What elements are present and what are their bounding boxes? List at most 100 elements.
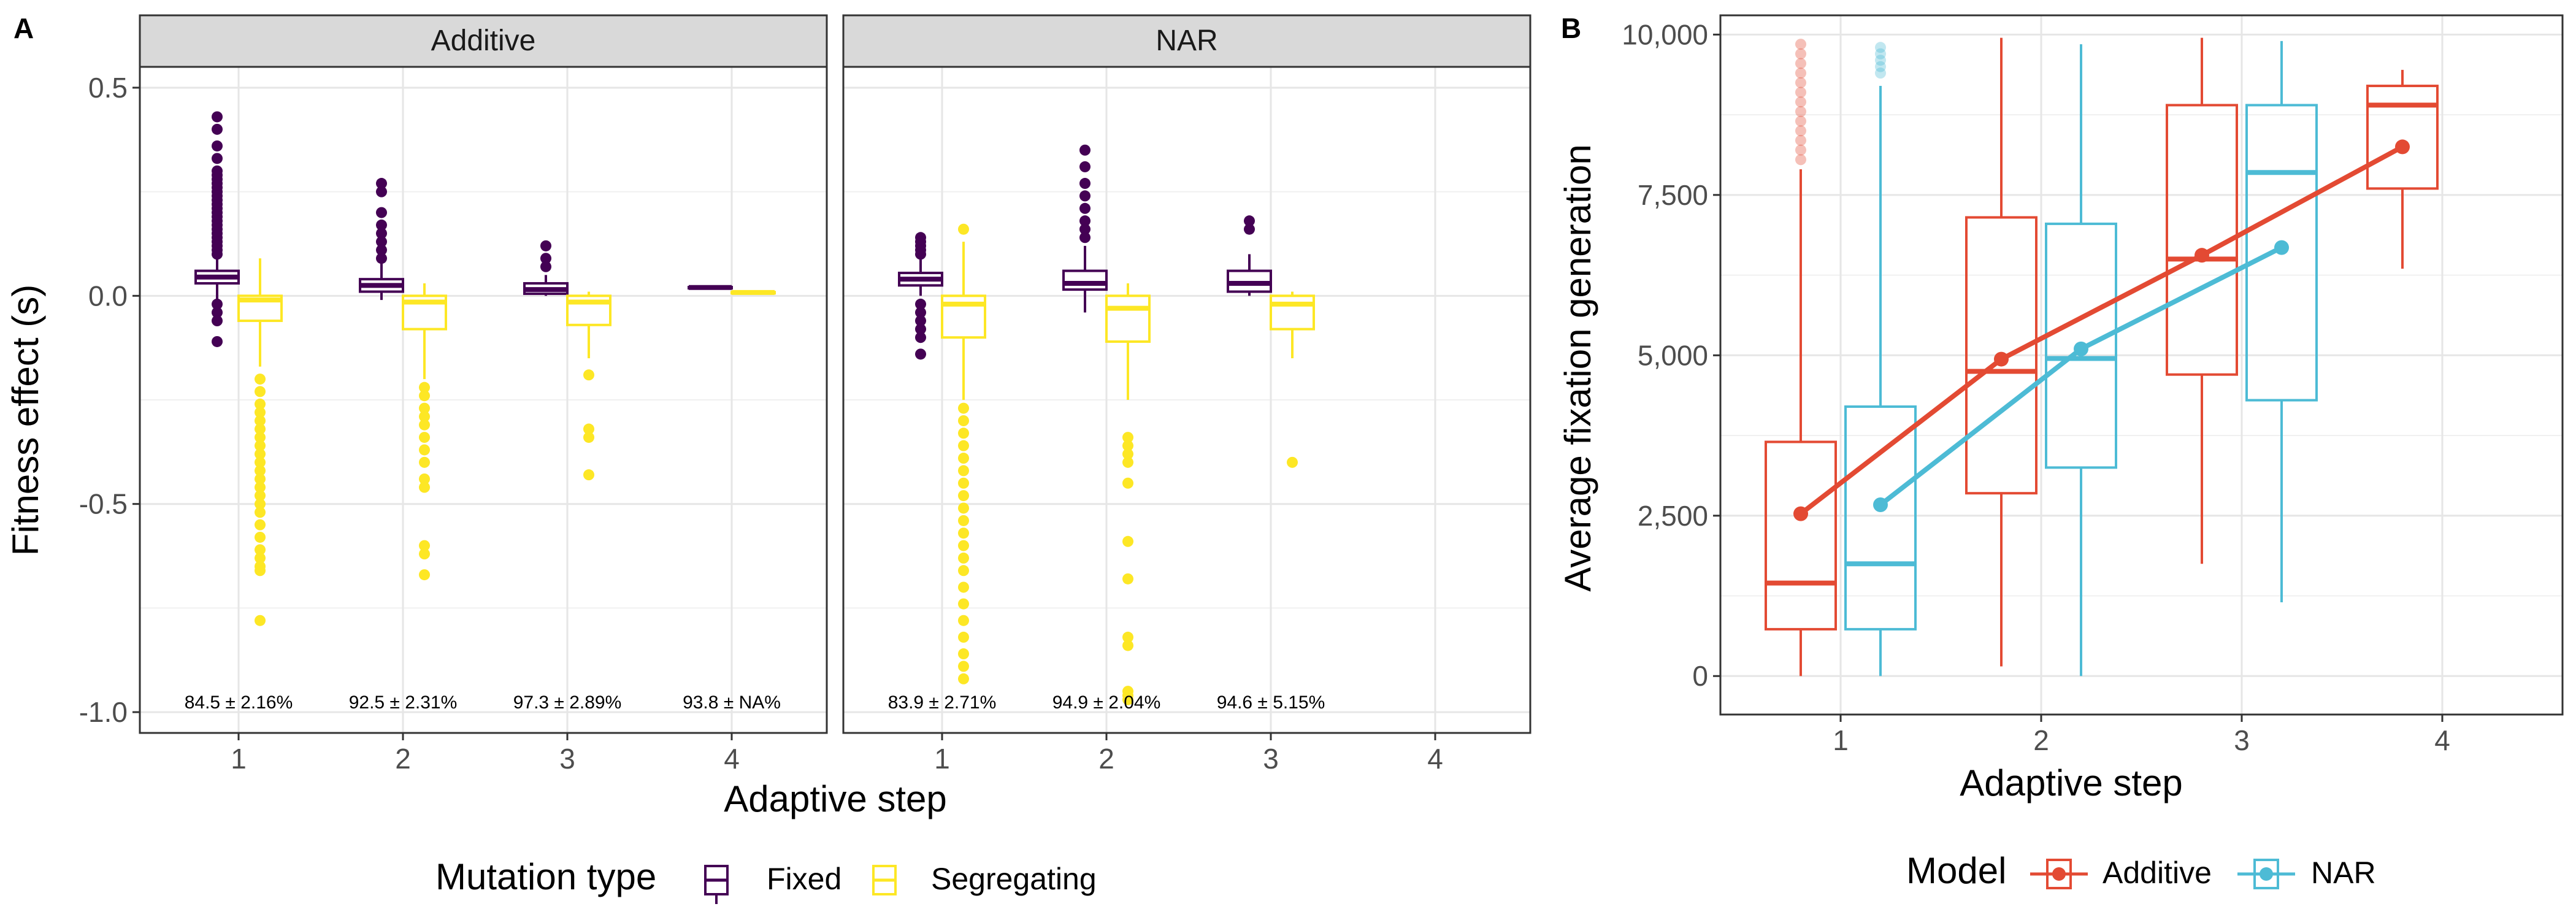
- panel-a-x-axis-title: Adaptive step: [724, 778, 947, 819]
- box-fixed-nar-step2-box: [1062, 269, 1108, 291]
- box-fixed-nar-step3-outlier-0: [1244, 215, 1255, 227]
- box-additive-step1-outlier-7: [1795, 86, 1806, 98]
- box-nar-step1-box: [1844, 405, 1917, 631]
- y-tick-label: -0.5: [79, 488, 128, 520]
- box-segregating-additive-step2-outlier-1: [419, 390, 430, 402]
- legend-label-fixed: Fixed: [767, 862, 841, 896]
- box-segregating-additive-step3-outlier-0: [583, 369, 594, 381]
- annotation-nar-step1: 83.9 ± 2.71%: [888, 692, 997, 713]
- box-segregating-nar-step1-outlier-20: [958, 661, 969, 672]
- mean-point-additive-step4: [2395, 139, 2410, 155]
- box-segregating-nar-step1-outlier-16: [958, 598, 969, 610]
- mean-point-nar-step3: [2274, 240, 2289, 255]
- y-tick-label: 10,000: [1622, 18, 1708, 50]
- box-fixed-additive-step3-outlier-1: [540, 253, 551, 264]
- box-segregating-additive-step1-outlier-7: [255, 440, 266, 451]
- x-tick-label: 2: [2033, 724, 2049, 756]
- box-segregating-additive-step2-outlier-8: [419, 473, 430, 485]
- box-segregating-additive-step3-outlier-3: [583, 469, 594, 481]
- mean-point-nar-step2: [2074, 341, 2088, 356]
- box-additive-step1-outlier-8: [1795, 77, 1806, 88]
- x-tick-label: 3: [1263, 743, 1279, 775]
- box-nar-step3-box: [2245, 104, 2318, 402]
- box-fixed-nar-step2-outlier-4: [1079, 202, 1091, 214]
- box-segregating-nar-step1-outlier-14: [958, 565, 969, 577]
- mean-line-nar: [1879, 245, 2283, 507]
- box-segregating-additive-step1-outlier-22: [255, 615, 266, 626]
- annotation-additive-step2: 92.5 ± 2.31%: [349, 692, 458, 713]
- box-segregating-additive-step1-outlier-1: [255, 386, 266, 397]
- box-segregating-nar-step1-outlier-17: [958, 615, 969, 626]
- box-segregating-nar-step3-box: [1270, 294, 1315, 331]
- box-segregating-nar-step1-outlier-5: [958, 453, 969, 464]
- y-tick-label: 0.5: [88, 72, 128, 104]
- box-segregating-nar-step1-outlier-3: [958, 427, 969, 439]
- box-fixed-nar-step1-outlier-8: [915, 323, 926, 335]
- box-segregating-nar-step1-outlier-18: [958, 631, 969, 643]
- box-segregating-additive-step2-outlier-4: [419, 419, 430, 431]
- box-segregating-additive-step1-outlier-11: [255, 473, 266, 485]
- facet-title-nar: NAR: [1156, 25, 1217, 57]
- box-segregating-nar-step1-outlier-10: [958, 515, 969, 526]
- box-segregating-additive-step1-outlier-10: [255, 465, 266, 477]
- box-segregating-additive-step1-outlier-17: [255, 531, 266, 543]
- box-additive-step1-box: [1765, 440, 1837, 631]
- box-fixed-additive-step1-outlier-1: [212, 123, 223, 135]
- mean-point-additive-step3: [2195, 248, 2209, 263]
- x-tick-label: 3: [559, 743, 575, 775]
- x-tick-label: 1: [1833, 724, 1849, 756]
- box-fixed-nar-step2-outlier-2: [1079, 178, 1091, 190]
- box-segregating-additive-step2-outlier-7: [419, 456, 430, 468]
- box-segregating-additive-step2-outlier-6: [419, 444, 430, 456]
- legend-label-additive: Additive: [2103, 856, 2212, 890]
- box-segregating-nar-step1-outlier-4: [958, 440, 969, 451]
- box-additive-step1-outlier-4: [1795, 115, 1806, 127]
- facet-title-additive: Additive: [431, 25, 536, 57]
- facet-border: [139, 66, 828, 734]
- box-fixed-additive-step1-outlier-25: [212, 298, 223, 310]
- box-fixed-additive-step2-outlier-5: [376, 236, 387, 248]
- panel-b-plot: 1 2 3 4 0 2,500 5,000 7,500 10,000: [1622, 14, 2564, 756]
- box-segregating-additive-step1-outlier-18: [255, 544, 266, 556]
- panel-a-legend: Mutation type Fixed Segregating: [435, 856, 1097, 904]
- box-fixed-nar-step2-outlier-5: [1079, 215, 1091, 227]
- box-nar-step1-outlier-3: [1875, 48, 1886, 59]
- box-additive-step1-outlier-3: [1795, 125, 1806, 137]
- box-segregating-nar-step1-outlier-8: [958, 490, 969, 502]
- legend-key-fixed: [704, 865, 729, 904]
- box-segregating-additive-step3-outlier-1: [583, 423, 594, 435]
- box-segregating-additive-step2-outlier-9: [419, 481, 430, 493]
- box-segregating-nar-step3-outlier-0: [1287, 456, 1298, 468]
- box-segregating-nar-step1-outlier-13: [958, 552, 969, 564]
- box-fixed-nar-step2-outlier-3: [1079, 190, 1091, 202]
- box-fixed-additive-step2-outlier-0: [376, 178, 387, 190]
- panel-b-legend: Model Additive NAR: [1906, 850, 2376, 891]
- box-segregating-additive-step1-outlier-5: [255, 423, 266, 435]
- box-segregating-nar-step1-outlier-21: [958, 673, 969, 684]
- panel-b-letter: B: [1561, 12, 1581, 44]
- box-segregating-additive-step1-outlier-13: [255, 490, 266, 502]
- box-fixed-additive-step1-outlier-26: [212, 307, 223, 318]
- annotation-additive-step1: 84.5 ± 2.16%: [185, 692, 293, 713]
- mean-point-additive-step2: [1994, 351, 2009, 367]
- box-segregating-nar-step1-outlier-12: [958, 540, 969, 551]
- box-nar-step1-outlier-2: [1875, 55, 1886, 66]
- panel-b: 1 2 3 4 0 2,500 5,000 7,500 10,000 Average fixat…: [1557, 14, 2564, 891]
- box-additive-step1-outlier-12: [1795, 39, 1806, 50]
- box-fixed-nar-step1-outlier-9: [915, 332, 926, 343]
- box-segregating-additive-step1-outlier-2: [255, 398, 266, 410]
- box-fixed-additive-step1-outlier-24: [212, 248, 223, 260]
- box-segregating-nar-step2-outlier-2: [1122, 448, 1133, 460]
- mean-point-additive-step1: [1793, 506, 1808, 521]
- box-additive-step1-outlier-9: [1795, 67, 1806, 79]
- legend-b-title: Model: [1906, 850, 2006, 891]
- box-additive-step1-outlier-2: [1795, 134, 1806, 146]
- mean-point-nar-step1: [1873, 497, 1888, 512]
- panel-a-y-axis-title: Fitness effect (s): [5, 285, 46, 556]
- box-segregating-nar-step2-outlier-0: [1122, 432, 1133, 443]
- annotation-nar-step2: 94.9 ± 2.04%: [1052, 692, 1161, 713]
- box-additive-step1-outlier-6: [1795, 96, 1806, 108]
- box-segregating-additive-step2-outlier-11: [419, 548, 430, 560]
- box-nar-step1-outlier-4: [1875, 42, 1886, 53]
- x-tick-label: 4: [2434, 724, 2450, 756]
